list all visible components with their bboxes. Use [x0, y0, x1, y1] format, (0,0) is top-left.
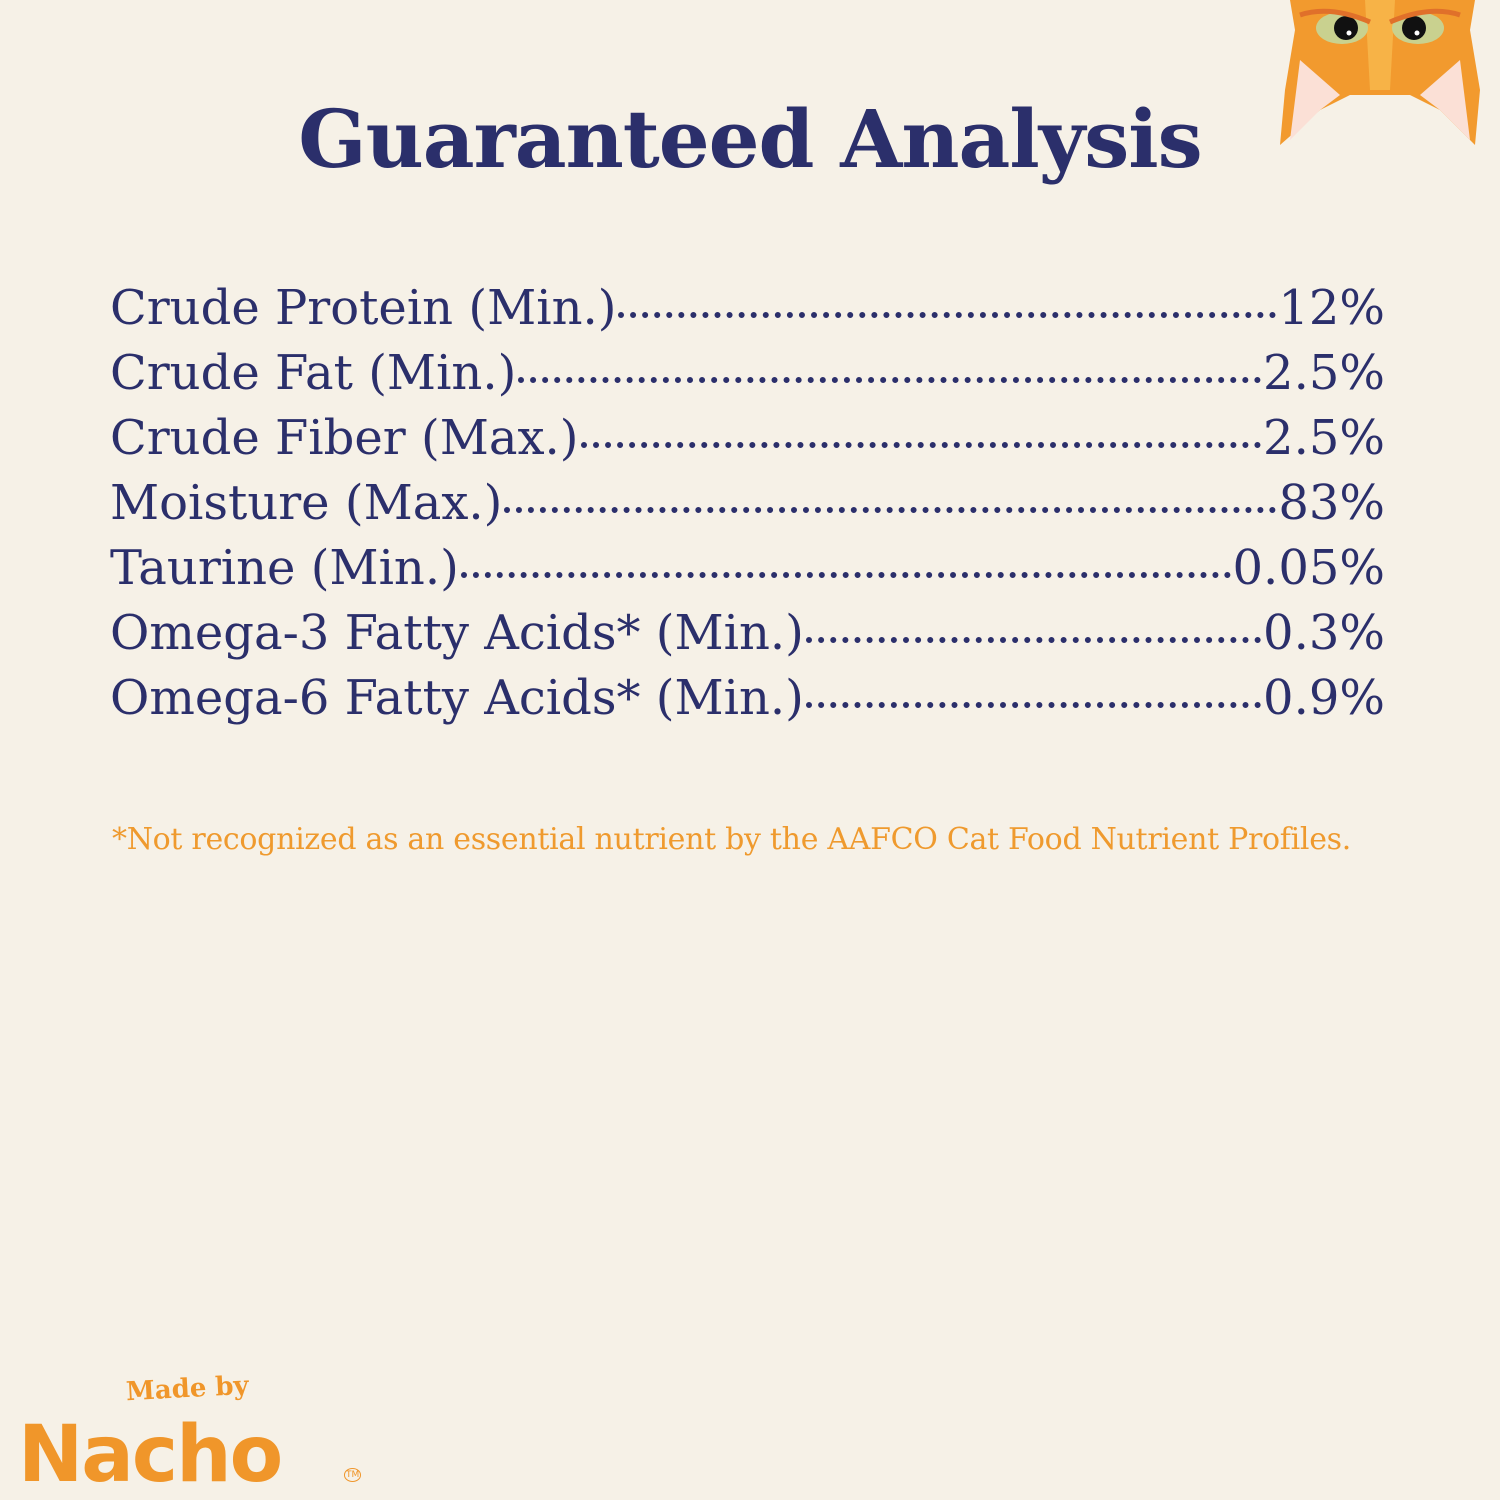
row-value: 2.5% — [1263, 410, 1385, 466]
dot-leader — [518, 377, 1262, 383]
brand-name: Nacho — [18, 1410, 283, 1500]
analysis-row: Omega-3 Fatty Acids* (Min.) 0.3% — [110, 605, 1385, 670]
analysis-row: Taurine (Min.) 0.05% — [110, 540, 1385, 605]
row-label: Omega-3 Fatty Acids* (Min.) — [110, 605, 804, 661]
row-value: 83% — [1278, 475, 1385, 531]
row-label: Crude Fat (Min.) — [110, 345, 517, 401]
analysis-row: Moisture (Max.) 83% — [110, 475, 1385, 540]
row-label: Taurine (Min.) — [110, 540, 459, 596]
trademark-symbol: TM — [344, 1468, 362, 1482]
analysis-row: Crude Fiber (Max.) 2.5% — [110, 410, 1385, 475]
cat-face-icon — [1280, 0, 1480, 145]
dot-leader — [805, 637, 1262, 643]
footnote: *Not recognized as an essential nutrient… — [112, 822, 1351, 857]
page-title: Guaranteed Analysis — [298, 92, 1202, 186]
row-label: Moisture (Max.) — [110, 475, 503, 531]
analysis-row: Crude Protein (Min.) 12% — [110, 280, 1385, 345]
row-label: Crude Protein (Min.) — [110, 280, 617, 336]
row-value: 0.9% — [1263, 670, 1385, 726]
row-value: 12% — [1278, 280, 1385, 336]
dot-leader — [504, 507, 1277, 513]
row-label: Omega-6 Fatty Acids* (Min.) — [110, 670, 804, 726]
analysis-row: Omega-6 Fatty Acids* (Min.) 0.9% — [110, 670, 1385, 735]
analysis-table: Crude Protein (Min.) 12% Crude Fat (Min.)… — [110, 280, 1385, 735]
dot-leader — [805, 702, 1262, 708]
dot-leader — [460, 572, 1231, 578]
made-by-text: Made by — [125, 1370, 250, 1408]
dot-leader — [618, 312, 1277, 318]
row-label: Crude Fiber (Max.) — [110, 410, 579, 466]
row-value: 0.3% — [1263, 605, 1385, 661]
dot-leader — [580, 442, 1262, 448]
row-value: 2.5% — [1263, 345, 1385, 401]
row-value: 0.05% — [1232, 540, 1385, 596]
analysis-row: Crude Fat (Min.) 2.5% — [110, 345, 1385, 410]
